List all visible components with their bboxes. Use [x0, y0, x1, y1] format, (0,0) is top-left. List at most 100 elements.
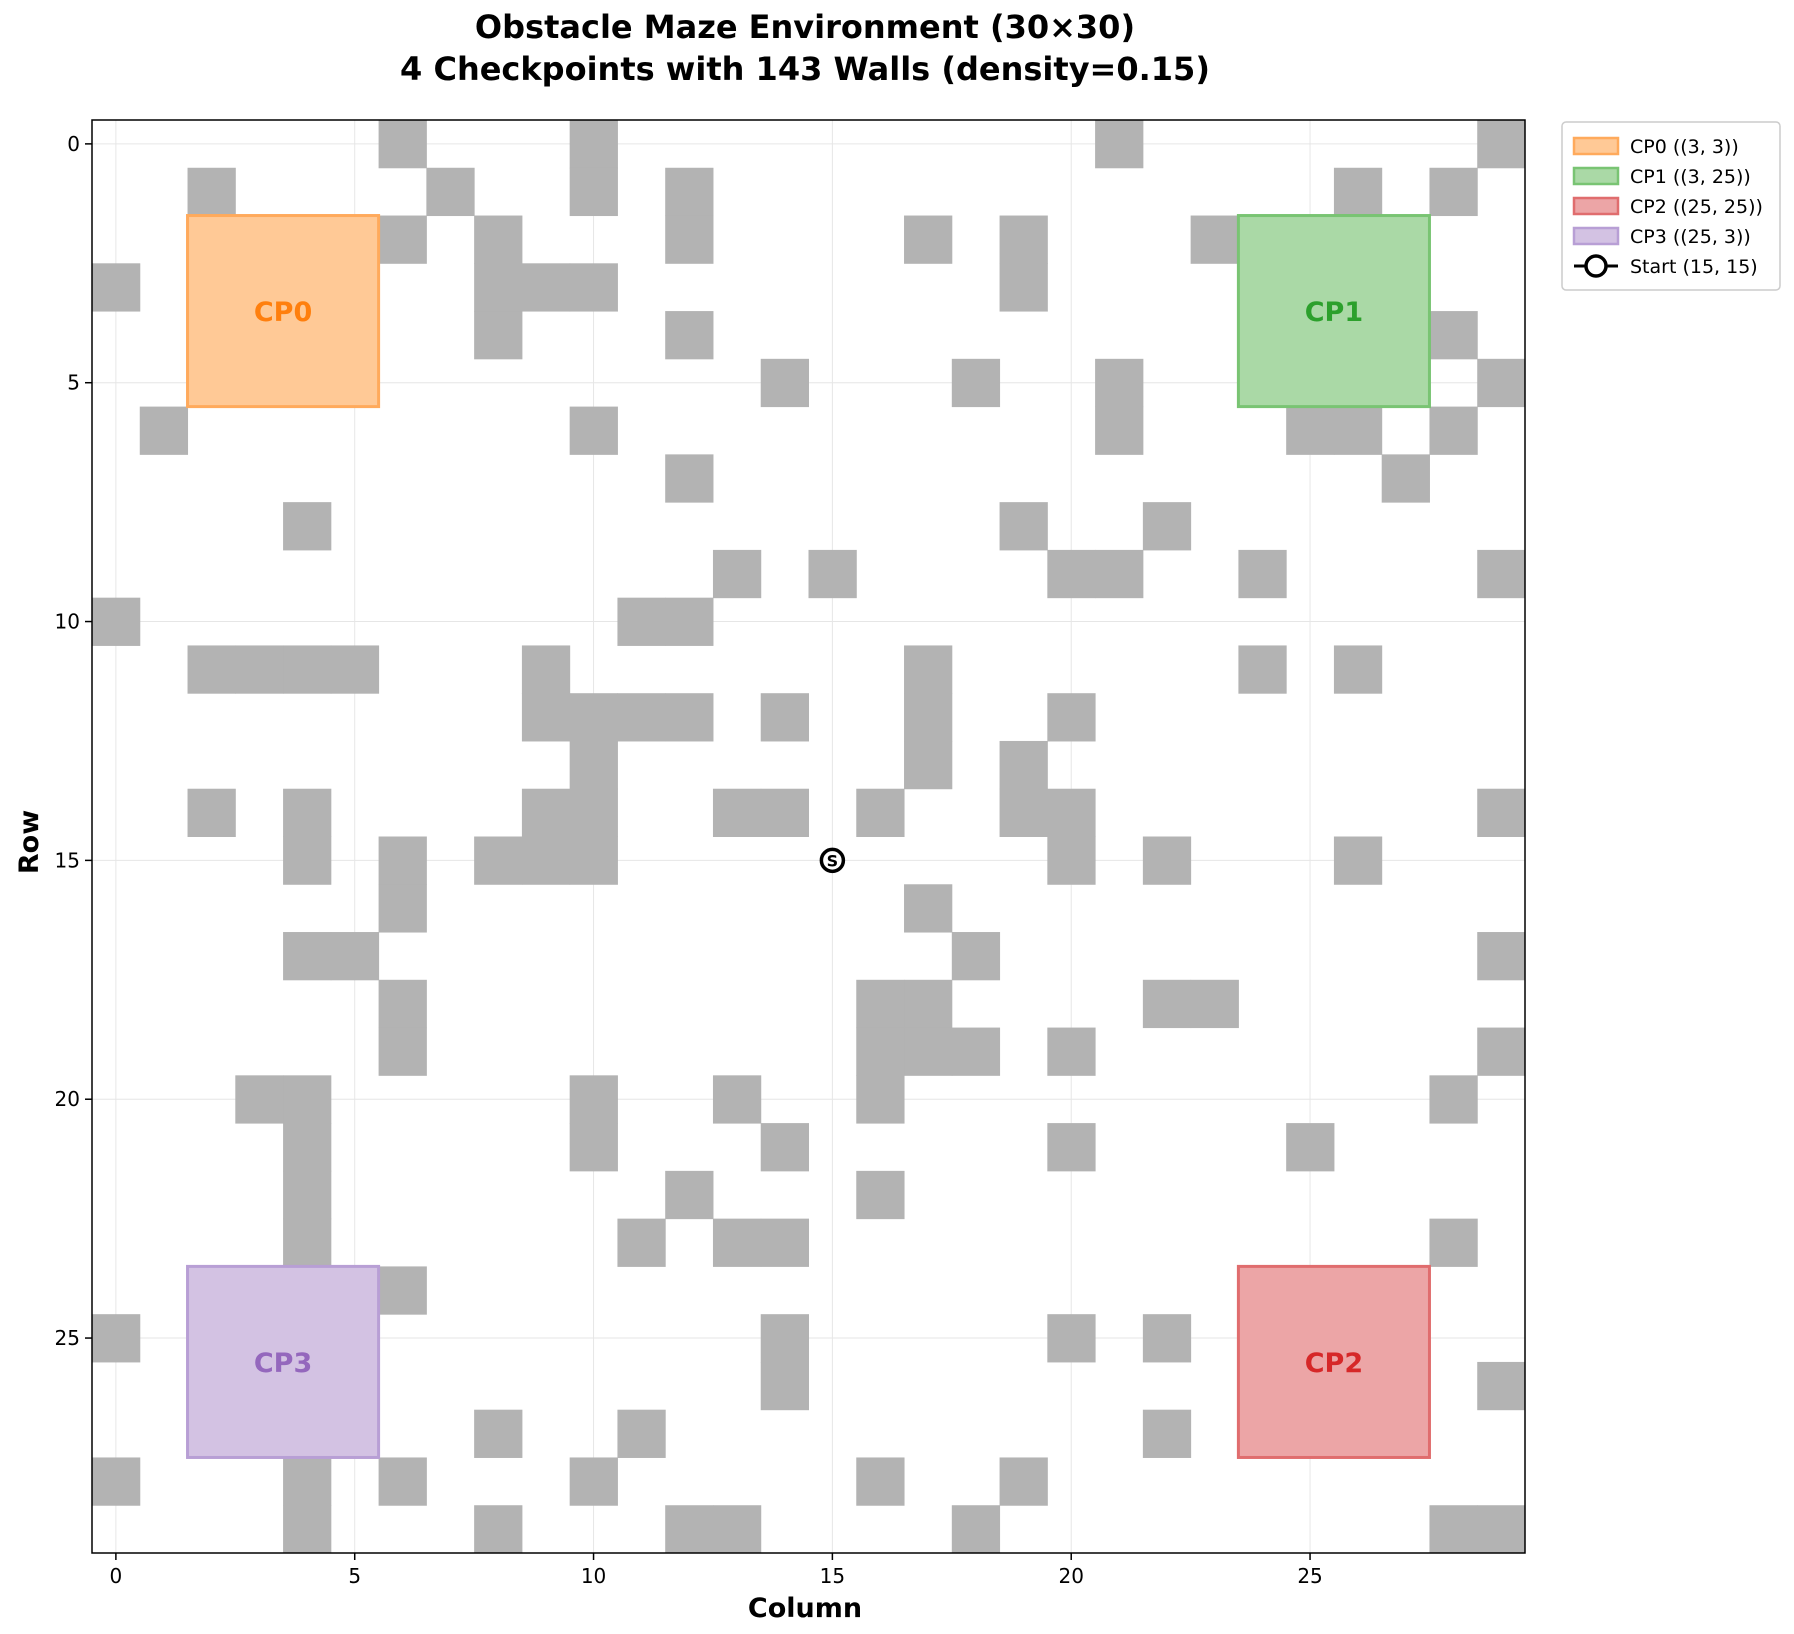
wall-cell: [569, 693, 618, 742]
wall-cell: [665, 1170, 714, 1220]
wall-cell: [139, 406, 189, 455]
wall-cell: [92, 1457, 141, 1506]
wall-cell: [1047, 1027, 1096, 1076]
wall-cell: [904, 979, 953, 1029]
y-tick-label: 25: [55, 1326, 80, 1350]
wall-cell: [712, 1075, 762, 1124]
wall-cell: [283, 1170, 332, 1220]
wall-cell: [283, 645, 332, 694]
wall-cell: [951, 358, 1001, 408]
checkpoint-cp3-label: CP3: [254, 1348, 312, 1379]
wall-cell: [283, 788, 332, 837]
legend-start-marker: [1584, 254, 1608, 278]
plot-frame: [91, 119, 1526, 1554]
wall-cell: [569, 406, 618, 455]
wall-cell: [1095, 120, 1144, 169]
wall-cell: [1095, 406, 1144, 455]
start-marker: [819, 847, 846, 874]
wall-cell: [569, 1123, 618, 1172]
wall-cell: [1429, 167, 1478, 217]
wall-cell: [187, 167, 236, 217]
wall-cell: [999, 263, 1048, 312]
wall-cell: [378, 1266, 427, 1315]
wall-cell: [1333, 406, 1383, 455]
legend-swatch-cp0: [1572, 136, 1620, 156]
wall-cell: [569, 1457, 618, 1506]
start-marker-group: S: [819, 847, 846, 874]
wall-cell: [904, 740, 953, 790]
y-tick-label: 0: [67, 132, 80, 156]
wall-cell: [1047, 549, 1096, 599]
wall-cell: [951, 1505, 1001, 1554]
wall-cell: [1477, 549, 1526, 599]
wall-cell: [283, 1505, 332, 1554]
wall-cell: [904, 884, 953, 933]
wall-cell: [521, 836, 571, 885]
checkpoints: CP0 CP1 CP2 CP3: [186, 214, 1431, 1459]
wall-cell: [1429, 1218, 1478, 1267]
wall-cell: [283, 1457, 332, 1506]
start-marker-label: S: [827, 851, 839, 870]
wall-cell: [283, 932, 332, 981]
legend-box: [1561, 121, 1781, 291]
checkpoint-cp0-label: CP0: [254, 297, 312, 328]
checkpoint-cp2-label: CP2: [1305, 1348, 1363, 1379]
wall-cell: [1477, 120, 1526, 169]
wall-cell: [617, 1409, 666, 1458]
wall-cell: [235, 645, 284, 694]
x-tick-label: 15: [820, 1564, 845, 1588]
y-tick-label: 15: [55, 848, 80, 872]
wall-cell: [569, 1075, 618, 1124]
wall-cell: [712, 1505, 762, 1554]
wall-cell: [1381, 454, 1430, 503]
axes-frame: [91, 119, 1526, 1554]
wall-cell: [760, 693, 809, 742]
wall-cell: [92, 1314, 141, 1363]
wall-cell: [1333, 167, 1383, 217]
wall-cell: [1047, 836, 1096, 885]
wall-cell: [330, 645, 380, 694]
wall-cell: [951, 932, 1001, 981]
wall-cell: [1429, 1075, 1478, 1124]
wall-cell: [665, 1505, 714, 1554]
wall-cell: [760, 1361, 809, 1411]
wall-cell: [999, 1457, 1048, 1506]
wall-cell: [378, 215, 427, 264]
wall-cell: [474, 215, 523, 264]
chart-title-line1: Obstacle Maze Environment (30×30): [475, 8, 1135, 46]
wall-cell: [569, 836, 618, 885]
wall-cell: [1047, 693, 1096, 742]
walls: [92, 120, 1526, 1554]
wall-cell: [1095, 549, 1144, 599]
y-tick-label: 10: [55, 610, 80, 634]
legend-swatch-cp3: [1572, 226, 1620, 246]
wall-cell: [569, 263, 618, 312]
wall-cell: [1238, 645, 1287, 694]
wall-cell: [665, 167, 714, 217]
wall-cell: [665, 454, 714, 503]
legend-swatch-cp1: [1572, 166, 1620, 186]
wall-cell: [283, 1218, 332, 1267]
wall-cell: [1142, 502, 1192, 551]
wall-cell: [1190, 979, 1239, 1029]
legend-swatch-cp2: [1572, 196, 1620, 216]
wall-cell: [1333, 645, 1383, 694]
wall-cell: [999, 215, 1048, 264]
wall-cell: [1477, 932, 1526, 981]
wall-cell: [904, 693, 953, 742]
chart-title-line2: 4 Checkpoints with 143 Walls (density=0.…: [400, 50, 1210, 88]
x-tick-label: 10: [581, 1564, 606, 1588]
checkpoint-cp2-region: [1236, 1264, 1431, 1459]
wall-cell: [378, 120, 427, 169]
wall-cell: [760, 1218, 809, 1267]
wall-cell: [1142, 979, 1192, 1029]
wall-cell: [1477, 358, 1526, 408]
checkpoint-cp0-region: [186, 214, 381, 409]
wall-cell: [521, 645, 571, 694]
legend-label-cp1: CP1 ((3, 25)): [1630, 166, 1751, 188]
wall-cell: [283, 1075, 332, 1124]
wall-cell: [569, 167, 618, 217]
wall-cell: [474, 1409, 523, 1458]
wall-cell: [569, 120, 618, 169]
legend-label-cp3: CP3 ((25, 3)): [1630, 226, 1751, 248]
